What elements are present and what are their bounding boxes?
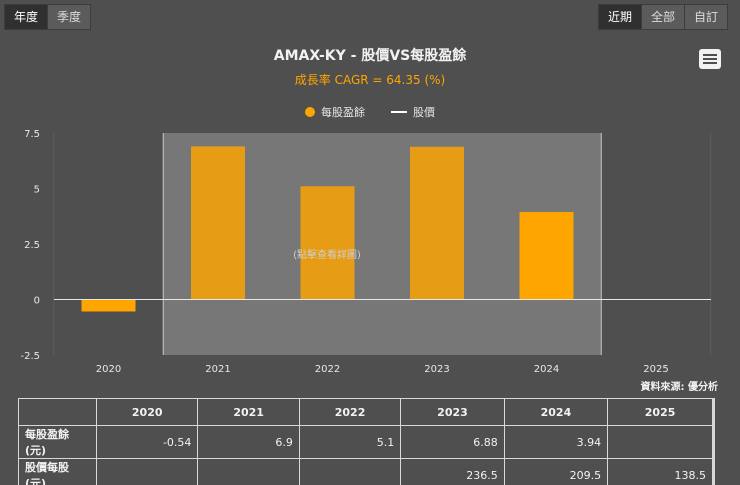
table-header-row: 2020 2021 2022 2023 2024 2025	[18, 398, 715, 426]
table-header-cell: 2025	[607, 398, 715, 426]
legend-label-price: 股價	[413, 106, 435, 119]
y-axis-ticks: 7.5 5 2.5 0 -2.5	[20, 129, 40, 362]
click-for-detail-text[interactable]: (點擊查看詳圖)	[293, 248, 361, 261]
hamburger-menu-icon[interactable]	[699, 49, 721, 69]
eps-bar	[300, 186, 355, 300]
table-header-cell: 2020	[95, 398, 199, 426]
table-cell: 3.94	[503, 425, 609, 459]
y-tick-label: 7.5	[24, 129, 40, 140]
x-tick-label: 2025	[643, 364, 668, 375]
eps-bars	[81, 146, 574, 312]
chart-plot[interactable]: 7.5 5 2.5 0 -2.5 2020 2021 2022 2023 2024 2025 (點…	[0, 0, 740, 400]
x-tick-label: 2020	[96, 364, 121, 375]
legend-item-eps[interactable]: 每股盈餘	[305, 104, 365, 120]
table-cell	[607, 425, 715, 459]
table-cell	[95, 458, 199, 485]
legend-label-eps: 每股盈餘	[321, 106, 365, 119]
eps-bar	[410, 146, 464, 300]
table-cell: 236.5	[400, 458, 505, 485]
table-header-cell: 2022	[298, 398, 402, 426]
table-cell: 6.88	[400, 425, 505, 459]
chart-title: AMAX-KY - 股價VS每股盈餘	[273, 48, 467, 64]
chart-legend: 每股盈餘 股價	[0, 104, 740, 120]
table-cell: -0.54	[95, 425, 199, 459]
table-cell	[298, 458, 402, 485]
all-button[interactable]: 全部	[641, 4, 685, 30]
x-tick-label: 2022	[315, 364, 340, 375]
x-tick-label: 2024	[534, 364, 559, 375]
table-cell: 6.9	[197, 425, 300, 459]
y-tick-label: 2.5	[24, 240, 40, 251]
table-header-cell: 2023	[400, 398, 505, 426]
legend-item-price[interactable]: 股價	[391, 104, 435, 120]
eps-bar	[191, 146, 245, 300]
y-tick-label: 0	[34, 296, 40, 307]
table-cell: 138.5	[607, 458, 715, 485]
legend-dot-icon	[305, 107, 315, 117]
data-source: 資料來源: 優分析	[640, 382, 718, 393]
table-cell: 5.1	[298, 425, 402, 459]
eps-bar	[81, 299, 136, 312]
quarterly-button[interactable]: 季度	[48, 4, 92, 30]
annual-button[interactable]: 年度	[4, 4, 49, 30]
legend-line-icon	[391, 111, 407, 113]
table-header-cell: 2024	[503, 398, 609, 426]
table-cell	[197, 458, 300, 485]
table-header-cell	[18, 398, 97, 426]
eps-bar	[519, 212, 574, 300]
row-label: 每股盈餘(元)	[18, 425, 97, 459]
table-cell: 209.5	[503, 458, 609, 485]
y-tick-label: -2.5	[20, 351, 40, 362]
range-toggle: 近期 全部 自訂	[597, 4, 728, 30]
table-row: 股價每股(元) 236.5 209.5 138.5	[18, 458, 715, 485]
y-tick-label: 5	[34, 185, 40, 196]
recent-button[interactable]: 近期	[597, 4, 642, 30]
table-row: 每股盈餘(元) -0.54 6.9 5.1 6.88 3.94	[18, 425, 715, 459]
row-label: 股價每股(元)	[18, 458, 97, 485]
chart-subtitle: 成長率 CAGR = 64.35 (%)	[294, 73, 446, 87]
data-table: 2020 2021 2022 2023 2024 2025 每股盈餘(元) -0…	[18, 398, 715, 485]
table-header-cell: 2021	[197, 398, 300, 426]
x-tick-label: 2021	[205, 364, 230, 375]
period-toggle: 年度 季度	[4, 4, 92, 30]
x-axis-ticks: 2020 2021 2022 2023 2024 2025	[96, 364, 669, 375]
x-tick-label: 2023	[424, 364, 449, 375]
custom-button[interactable]: 自訂	[684, 4, 728, 30]
